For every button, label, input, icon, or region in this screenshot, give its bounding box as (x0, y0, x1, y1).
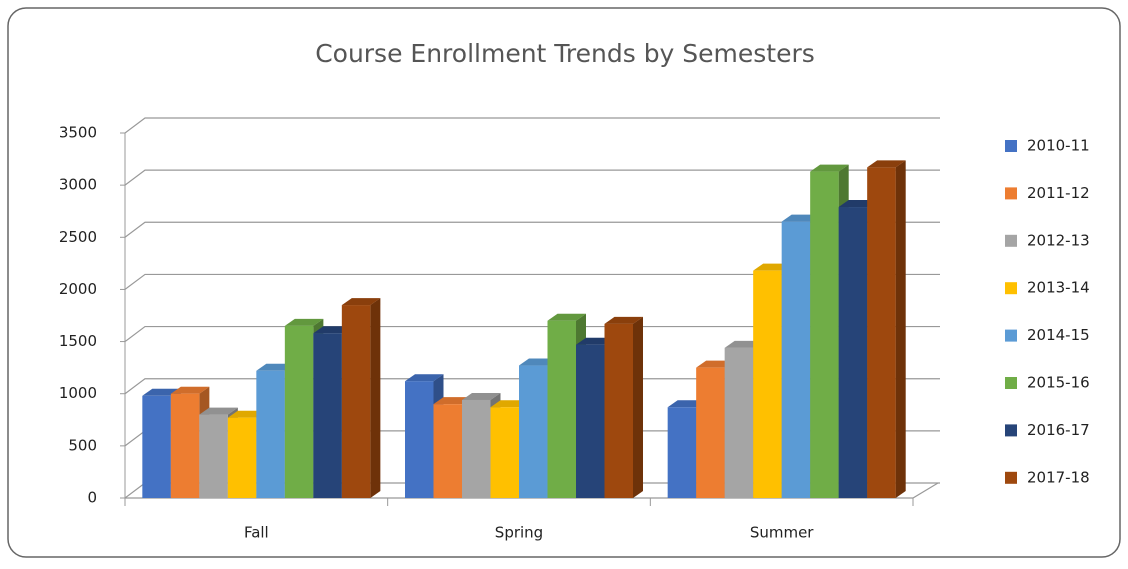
bar (142, 395, 171, 498)
legend-label: 2012-13 (1027, 231, 1090, 249)
y-tick-label: 2000 (59, 280, 97, 298)
bar-top (810, 164, 849, 172)
bar (667, 407, 697, 498)
bar (867, 167, 896, 498)
bar (781, 221, 811, 498)
bar-top (547, 313, 586, 321)
bar (810, 171, 839, 499)
bar (227, 417, 257, 498)
bar-top (341, 298, 381, 306)
x-tick-label: Fall (244, 524, 269, 542)
grid-line (124, 325, 940, 343)
bar-top (170, 386, 210, 394)
bar-side-shade (370, 298, 381, 498)
legend-swatch (1005, 377, 1017, 389)
grid-line (124, 273, 940, 290)
legend-label: 2010-11 (1027, 137, 1090, 155)
grid-line (124, 169, 940, 186)
y-tick-label: 1500 (59, 332, 97, 350)
bar (284, 325, 314, 498)
y-tick-label: 3500 (59, 124, 97, 142)
bar-top (462, 392, 501, 400)
x-tick-label: Summer (750, 524, 814, 542)
bar-top-shade (604, 316, 643, 324)
bar-side-shade (895, 160, 906, 498)
bar (838, 207, 868, 499)
bar-side-shade (633, 316, 643, 498)
bar-top (405, 374, 444, 382)
bar-top-shade (170, 386, 210, 394)
legend-label: 2015-16 (1027, 374, 1090, 392)
bar-top (867, 160, 906, 168)
bar (405, 381, 434, 498)
bar-top-shade (284, 318, 324, 326)
legend-label: 2016-17 (1027, 421, 1090, 439)
y-tick-label: 3000 (59, 176, 97, 194)
legend-label: 2014-15 (1027, 326, 1090, 344)
legend-swatch (1005, 140, 1017, 152)
legend-label: 2017-18 (1027, 468, 1090, 486)
bar (170, 393, 200, 498)
bar (256, 370, 285, 498)
y-tick-label: 2500 (59, 228, 97, 246)
y-tick-label: 1000 (59, 384, 97, 402)
bar-side (895, 160, 906, 498)
bar-top (284, 318, 324, 326)
chart-title: Course Enrollment Trends by Semesters (315, 39, 815, 68)
grid-line (124, 117, 940, 134)
x-tick-label: Spring (495, 524, 543, 542)
legend-swatch (1005, 282, 1017, 295)
legend-label: 2011-12 (1027, 184, 1090, 202)
bar-top (604, 316, 643, 324)
grid-line (124, 378, 940, 395)
bar-side (633, 316, 643, 498)
bar-top-shade (810, 164, 849, 172)
bar (433, 404, 462, 498)
legend-label: 2013-14 (1027, 279, 1090, 297)
bar-top-shade (462, 392, 501, 400)
bar (490, 407, 519, 498)
bar (519, 365, 548, 498)
legend-swatch (1005, 234, 1017, 247)
bar-top-shade (341, 298, 381, 306)
y-tick-label: 500 (68, 436, 97, 454)
bar-top-shade (867, 160, 906, 168)
bar (341, 305, 371, 498)
bar (547, 320, 576, 498)
y-tick-label: 0 (87, 489, 97, 507)
bar (724, 347, 754, 498)
legend-swatch (1005, 329, 1017, 342)
bar (313, 333, 342, 498)
bar-side (370, 298, 381, 498)
bar (753, 270, 782, 498)
bar (199, 414, 228, 498)
grid-line (124, 221, 940, 238)
bar (696, 367, 725, 498)
bar-top-shade (547, 313, 586, 321)
bar (462, 399, 491, 498)
legend-swatch (1005, 424, 1017, 437)
legend-swatch (1005, 471, 1017, 484)
bar-top-shade (405, 374, 444, 382)
bar (604, 323, 633, 498)
bar-top (199, 407, 238, 415)
legend-swatch (1005, 187, 1017, 200)
bar-top-shade (199, 407, 238, 415)
bar (576, 344, 605, 498)
